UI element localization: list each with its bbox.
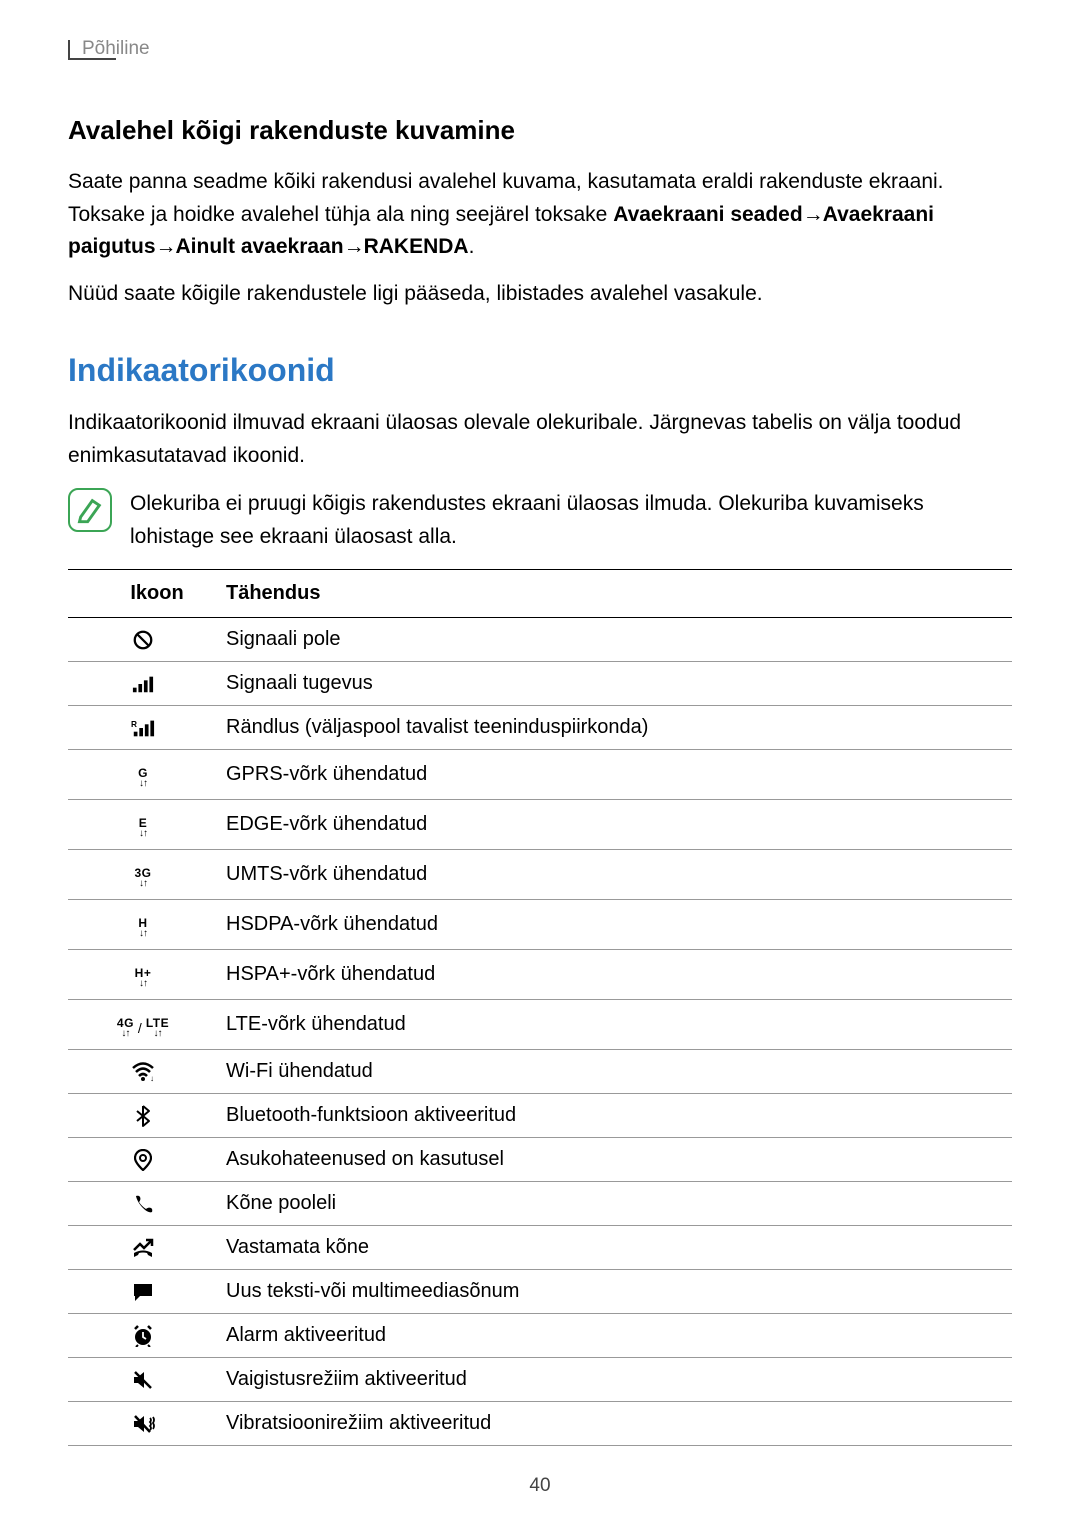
note-box: Olekuriba ei pruugi kõigis rakendustes e… [68,488,1012,553]
icon-meaning: Rändlus (väljaspool tavalist teeninduspi… [218,706,1012,750]
table-row: Signaali tugevus [68,662,1012,706]
icon-meaning: Bluetooth-funktsioon aktiveeritud [218,1094,1012,1138]
table-row: E↓↑EDGE-võrk ühendatud [68,800,1012,850]
table-row: 3G↓↑UMTS-võrk ühendatud [68,850,1012,900]
icon-meaning: Uus teksti-või multimeediasõnum [218,1270,1012,1314]
section1-para2: Nüüd saate kõigile rakendustele ligi pää… [68,278,1012,311]
table-row: R Rändlus (väljaspool tavalist teenindusp… [68,706,1012,750]
icon-meaning: Vaigistusrežiim aktiveeritud [218,1358,1012,1402]
gprs-icon: G↓↑ [68,750,218,800]
icon-meaning: Asukohateenused on kasutusel [218,1138,1012,1182]
location-icon [68,1138,218,1182]
table-row: Vibratsioonirežiim aktiveeritud [68,1402,1012,1446]
bold3: Ainult avaekraan [176,235,344,258]
icon-meaning: Kõne pooleli [218,1182,1012,1226]
table-row: Kõne pooleli [68,1182,1012,1226]
col-icon: Ikoon [68,570,218,618]
alarm-icon [68,1314,218,1358]
hsdpa-icon: H↓↑ [68,900,218,950]
header-label: Põhiline [82,38,150,60]
table-row: Bluetooth-funktsioon aktiveeritud [68,1094,1012,1138]
icon-meaning: Signaali tugevus [218,662,1012,706]
svg-text:R: R [131,719,137,729]
message-icon [68,1270,218,1314]
note-icon [68,488,112,532]
mute-icon [68,1358,218,1402]
icon-meaning: HSPA+-võrk ühendatud [218,950,1012,1000]
bold1: Avaekraani seaded [613,203,803,226]
vibrate-icon [68,1402,218,1446]
signal-icon [68,662,218,706]
table-row: Vaigistusrežiim aktiveeritud [68,1358,1012,1402]
icon-meaning: Wi-Fi ühendatud [218,1050,1012,1094]
section2-heading: Indikaatorikoonid [68,352,1012,389]
arrow1: → [803,199,823,232]
icon-table: Ikoon Tähendus Signaali poleSignaali tug… [68,569,1012,1446]
svg-text:↓↑: ↓↑ [150,1074,155,1082]
wifi-icon: ↓↑ [68,1050,218,1094]
table-row: G↓↑GPRS-võrk ühendatud [68,750,1012,800]
section2-para1: Indikaatorikoonid ilmuvad ekraani ülaosa… [68,407,1012,472]
icon-meaning: Alarm aktiveeritud [218,1314,1012,1358]
umts-icon: 3G↓↑ [68,850,218,900]
hspa-icon: H+↓↑ [68,950,218,1000]
col-meaning: Tähendus [218,570,1012,618]
table-row: H↓↑HSDPA-võrk ühendatud [68,900,1012,950]
table-row: Vastamata kõne [68,1226,1012,1270]
icon-meaning: Vibratsioonirežiim aktiveeritud [218,1402,1012,1446]
missed-call-icon [68,1226,218,1270]
table-row: H+↓↑HSPA+-võrk ühendatud [68,950,1012,1000]
icon-meaning: Vastamata kõne [218,1226,1012,1270]
icon-meaning: EDGE-võrk ühendatud [218,800,1012,850]
note-text: Olekuriba ei pruugi kõigis rakendustes e… [130,488,1012,553]
icon-meaning: UMTS-võrk ühendatud [218,850,1012,900]
table-row: Asukohateenused on kasutusel [68,1138,1012,1182]
no-signal-icon [68,618,218,662]
arrow2: → [156,231,176,264]
table-row: Signaali pole [68,618,1012,662]
bluetooth-icon [68,1094,218,1138]
roaming-icon: R [68,706,218,750]
section1-heading: Avalehel kõigi rakenduste kuvamine [68,115,1012,146]
arrow3: → [344,231,364,264]
table-row: ↓↑ Wi-Fi ühendatud [68,1050,1012,1094]
table-row: 4G↓↑/LTE↓↑LTE-võrk ühendatud [68,1000,1012,1050]
page-number: 40 [0,1475,1080,1497]
section1-para1: Saate panna seadme kõiki rakendusi avale… [68,166,1012,264]
icon-meaning: LTE-võrk ühendatud [218,1000,1012,1050]
icon-meaning: Signaali pole [218,618,1012,662]
edge-icon: E↓↑ [68,800,218,850]
bold4: RAKENDA [364,235,469,258]
table-row: Uus teksti-või multimeediasõnum [68,1270,1012,1314]
icon-meaning: GPRS-võrk ühendatud [218,750,1012,800]
header-tab: Põhiline [68,40,116,60]
call-icon [68,1182,218,1226]
icon-meaning: HSDPA-võrk ühendatud [218,900,1012,950]
lte-icon: 4G↓↑/LTE↓↑ [68,1000,218,1050]
table-row: Alarm aktiveeritud [68,1314,1012,1358]
